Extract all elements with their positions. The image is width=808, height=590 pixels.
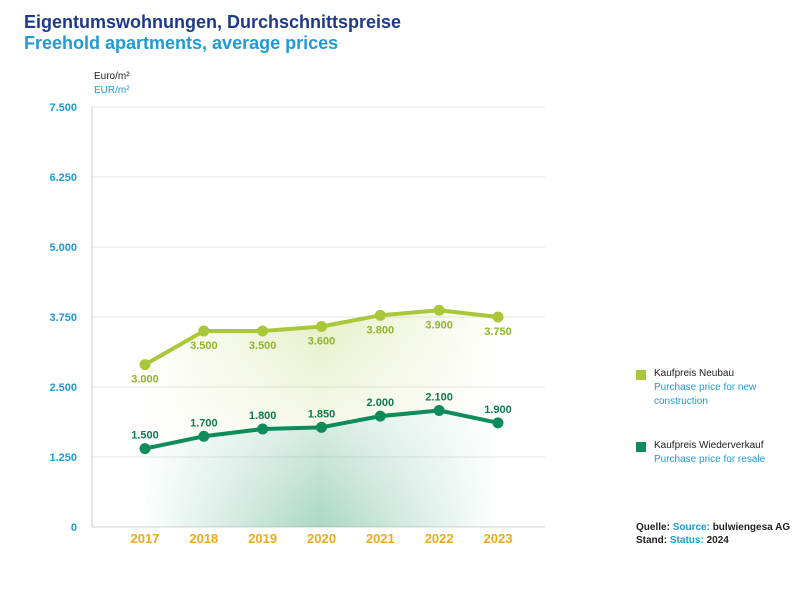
data-label-wiederverkauf: 1.900 xyxy=(484,404,512,416)
source-note: Quelle: Source: bulwiengesa AG Stand: St… xyxy=(636,521,790,547)
y-tick-label: 0 xyxy=(71,522,77,534)
data-label-neubau: 3.500 xyxy=(190,340,218,352)
y-tick-label: 2.500 xyxy=(49,382,77,394)
status-line: Stand: Status: 2024 xyxy=(636,534,790,547)
chart-subtitle: Freehold apartments, average prices xyxy=(24,33,339,53)
series: 3.000 3.500 3.500 3.600 3.800 3.900 3.750 1.500… xyxy=(131,304,512,455)
area-fill-wiederverkauf xyxy=(145,410,498,527)
data-point-neubau xyxy=(198,325,210,337)
data-point-neubau xyxy=(257,325,269,337)
legend-label-en: Purchase price for resale xyxy=(654,454,766,465)
legend-label-de: Kaufpreis Neubau xyxy=(654,368,735,379)
x-tick-label: 2022 xyxy=(425,531,454,546)
status-label-en: Status: xyxy=(669,535,704,546)
x-tick-label: 2023 xyxy=(484,531,513,546)
area-fill-neubau xyxy=(145,310,498,449)
status-label-de: Stand: xyxy=(636,535,668,546)
data-label-neubau: 3.000 xyxy=(131,374,159,386)
y-axis-unit-en: EUR/m² xyxy=(94,85,130,96)
data-point-wiederverkauf xyxy=(315,421,327,433)
source-label-de: Quelle: xyxy=(636,522,670,533)
data-point-wiederverkauf xyxy=(139,443,151,455)
x-tick-label: 2018 xyxy=(189,531,218,546)
data-point-wiederverkauf xyxy=(374,410,386,422)
data-point-neubau xyxy=(315,321,327,333)
data-label-wiederverkauf: 2.100 xyxy=(425,392,453,404)
data-label-neubau: 3.600 xyxy=(308,336,336,348)
y-tick-label: 6.250 xyxy=(49,172,77,184)
y-tick-label: 1.250 xyxy=(49,452,77,464)
data-point-neubau xyxy=(433,304,445,316)
data-point-wiederverkauf xyxy=(198,430,210,442)
y-tick-label: 3.750 xyxy=(49,312,77,324)
data-label-neubau: 3.750 xyxy=(484,326,512,338)
data-label-wiederverkauf: 1.500 xyxy=(131,430,159,442)
legend-swatch-wiederverkauf xyxy=(636,442,646,452)
data-label-wiederverkauf: 1.850 xyxy=(308,408,336,420)
y-tick-label: 7.500 xyxy=(49,102,77,114)
data-point-neubau xyxy=(492,311,504,323)
x-tick-label: 2021 xyxy=(366,531,395,546)
y-tick-label: 5.000 xyxy=(49,242,77,254)
data-label-wiederverkauf: 1.700 xyxy=(190,417,218,429)
legend-swatch-neubau xyxy=(636,370,646,380)
data-point-wiederverkauf xyxy=(492,417,504,429)
data-point-wiederverkauf xyxy=(433,405,445,417)
x-tick-label: 2020 xyxy=(307,531,336,546)
y-axis-unit-de: Euro/m² xyxy=(94,71,130,82)
status-value: 2024 xyxy=(706,535,729,546)
data-label-wiederverkauf: 2.000 xyxy=(367,397,395,409)
area-fills xyxy=(145,310,498,527)
x-axis-ticks: 2017 2018 2019 2020 2021 2022 2023 xyxy=(131,531,513,546)
data-label-neubau: 3.500 xyxy=(249,340,277,352)
data-label-neubau: 3.900 xyxy=(425,319,453,331)
source-line: Quelle: Source: bulwiengesa AG xyxy=(636,521,790,534)
y-axis-ticks: 0 1.250 2.500 3.750 5.000 6.250 7.500 xyxy=(49,102,77,534)
data-label-wiederverkauf: 1.800 xyxy=(249,410,277,422)
data-label-neubau: 3.800 xyxy=(367,324,395,336)
source-value: bulwiengesa AG xyxy=(712,522,791,533)
legend-label-en: Purchase price for new construction xyxy=(654,382,757,407)
data-point-neubau xyxy=(139,359,151,371)
source-label-en: Source: xyxy=(672,522,710,533)
x-tick-label: 2017 xyxy=(131,531,160,546)
data-point-neubau xyxy=(374,309,386,321)
data-point-wiederverkauf xyxy=(257,423,269,435)
chart-title: Eigentumswohnungen, Durchschnittspreise xyxy=(24,12,402,32)
legend-label-de: Kaufpreis Wiederverkauf xyxy=(654,440,764,451)
x-tick-label: 2019 xyxy=(248,531,277,546)
